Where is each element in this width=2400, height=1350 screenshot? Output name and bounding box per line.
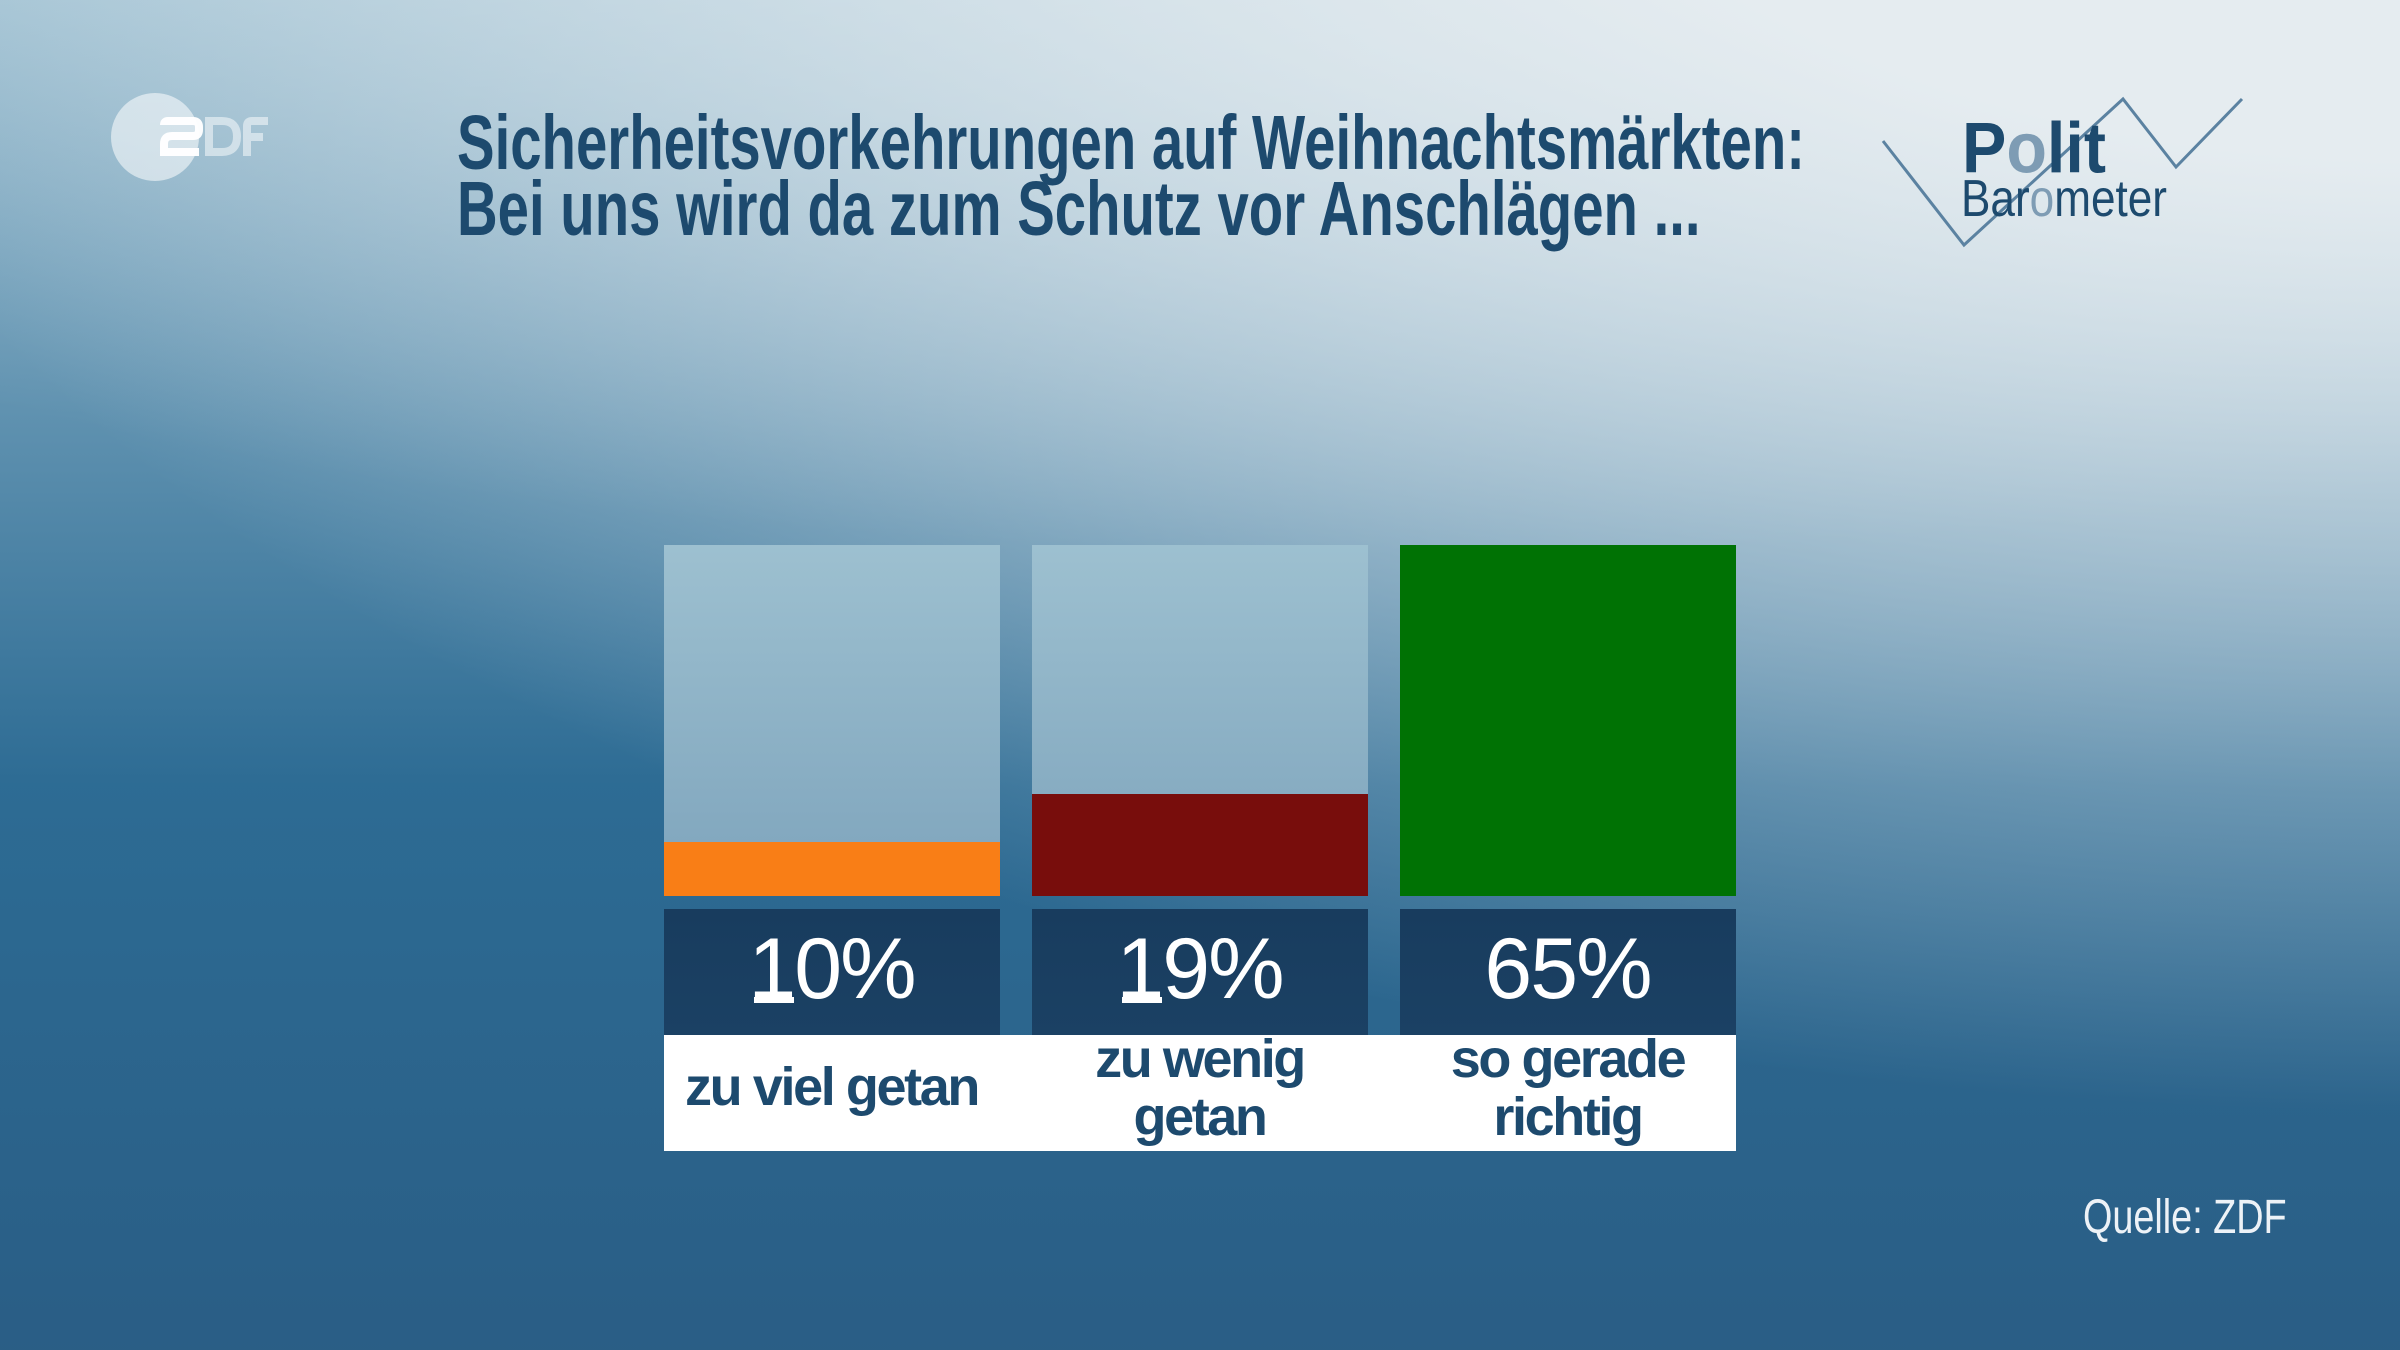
svg-text:Barometer: Barometer [1961,170,2167,228]
svg-text:Polit: Polit [1962,109,2106,188]
